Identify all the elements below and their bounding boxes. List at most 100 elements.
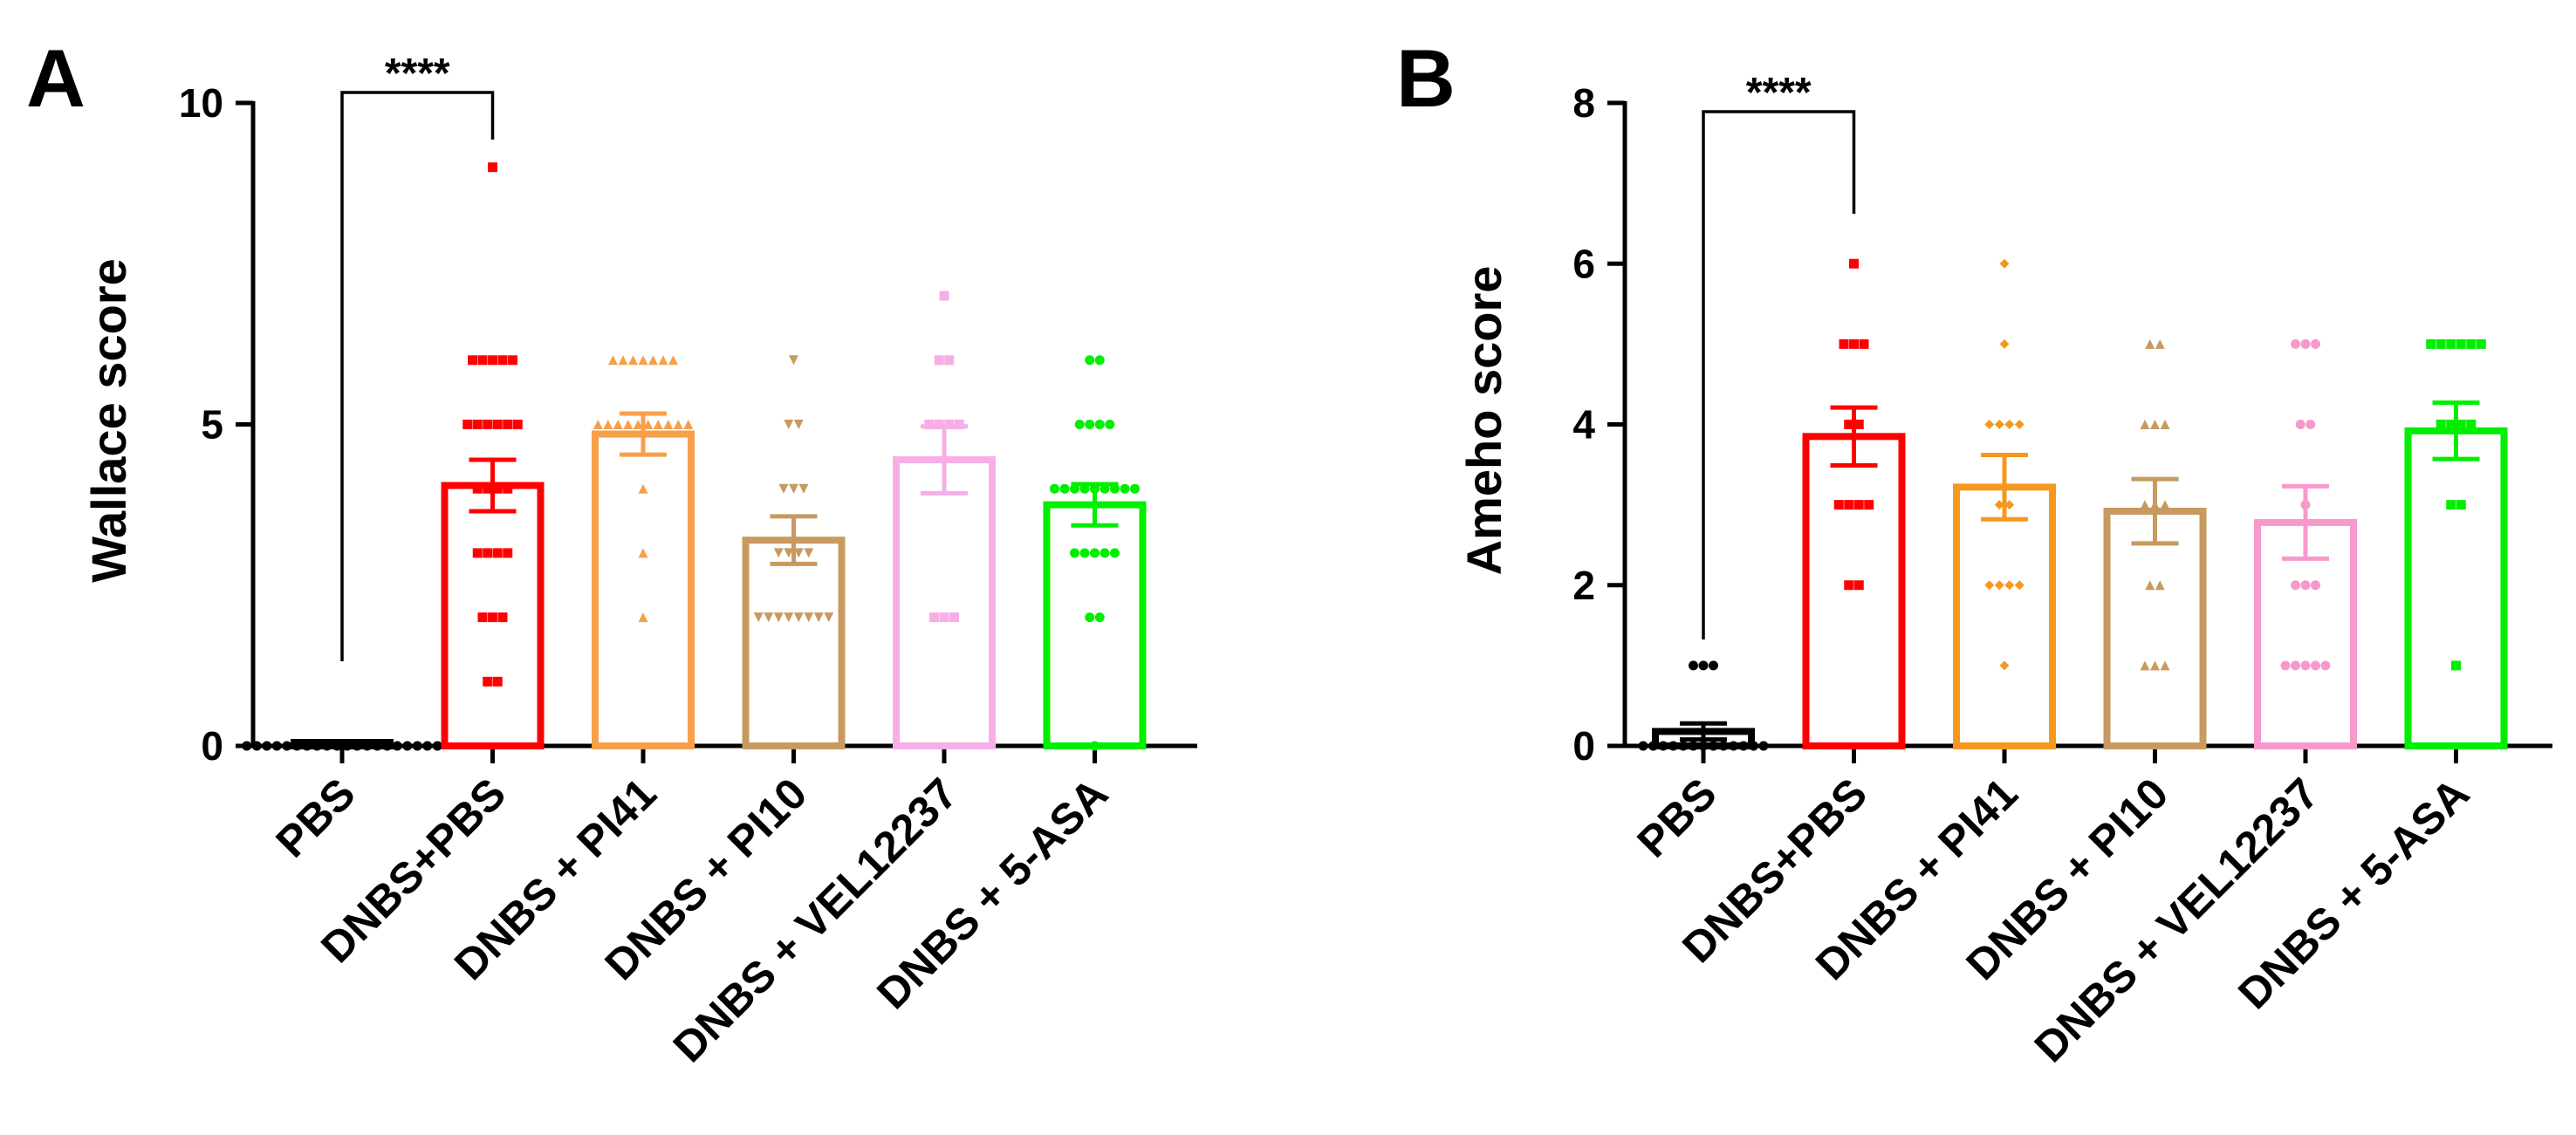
data-point <box>392 741 402 751</box>
data-point <box>638 483 648 494</box>
data-point <box>1833 500 1844 510</box>
data-point <box>2160 660 2170 671</box>
data-point <box>2155 338 2165 349</box>
data-point <box>503 420 513 429</box>
data-point <box>1999 338 2010 349</box>
data-point <box>793 420 804 429</box>
data-point <box>929 612 939 623</box>
data-point <box>483 676 493 687</box>
data-point <box>483 420 493 429</box>
data-point <box>2145 580 2155 591</box>
data-point <box>773 612 784 623</box>
data-point <box>1853 420 1864 429</box>
data-point <box>638 612 648 623</box>
data-point <box>668 355 678 366</box>
data-point <box>2466 420 2477 429</box>
data-point <box>663 420 674 429</box>
data-point <box>332 741 342 751</box>
data-point <box>648 355 658 366</box>
data-point <box>633 420 643 429</box>
y-axis-title-b: Ameho score <box>1456 266 1511 576</box>
data-point <box>2004 500 2015 510</box>
data-point <box>402 741 413 751</box>
data-point <box>764 612 774 623</box>
data-point <box>2014 420 2024 429</box>
data-point <box>683 420 694 429</box>
data-point <box>1110 548 1120 558</box>
data-point <box>1090 483 1100 494</box>
data-point <box>282 741 292 751</box>
data-point <box>1729 741 1738 751</box>
data-point <box>342 741 353 751</box>
data-point <box>824 612 834 623</box>
data-point <box>382 741 393 751</box>
y-tick-label: 4 <box>1572 402 1595 448</box>
data-point <box>503 548 513 558</box>
data-point <box>472 483 483 494</box>
data-point <box>2150 660 2160 671</box>
data-point <box>2291 338 2300 349</box>
data-point <box>2426 338 2436 349</box>
data-point <box>497 355 508 366</box>
data-point <box>322 741 332 751</box>
data-point <box>1999 258 2010 269</box>
data-point <box>2446 500 2456 510</box>
data-point <box>2150 500 2160 510</box>
data-point <box>1100 483 1110 494</box>
data-point <box>1749 741 1758 751</box>
data-point <box>492 548 503 558</box>
data-point <box>1090 548 1100 558</box>
data-point <box>412 741 422 751</box>
data-point <box>1859 338 1869 349</box>
data-point <box>789 355 798 366</box>
data-point <box>372 741 382 751</box>
data-point <box>1090 741 1100 751</box>
data-point <box>352 741 362 751</box>
data-point <box>924 420 935 429</box>
data-point <box>2150 420 2160 429</box>
data-point <box>804 612 814 623</box>
data-point <box>291 741 302 751</box>
data-point <box>2466 338 2477 349</box>
data-point <box>2456 500 2466 510</box>
data-point <box>1070 548 1079 558</box>
significance-bracket <box>1702 110 1856 639</box>
data-point <box>1094 612 1105 623</box>
data-point <box>508 355 517 366</box>
y-tick-label: 5 <box>201 402 223 448</box>
data-point <box>1849 258 1859 269</box>
data-point <box>1079 548 1090 558</box>
data-point <box>312 741 322 751</box>
data-point <box>2280 660 2291 671</box>
data-point <box>1085 355 1095 366</box>
data-point <box>477 612 488 623</box>
data-point <box>2456 338 2466 349</box>
data-point <box>944 420 955 429</box>
data-point <box>2160 420 2170 429</box>
data-point <box>503 483 513 494</box>
data-point <box>1758 741 1769 751</box>
data-point <box>643 420 654 429</box>
data-point <box>2295 420 2305 429</box>
data-point <box>488 612 497 623</box>
data-point <box>1074 420 1085 429</box>
data-point <box>2436 420 2446 429</box>
data-point <box>789 483 798 494</box>
data-point <box>1709 660 1718 671</box>
data-point <box>638 355 648 366</box>
data-point <box>798 483 809 494</box>
data-point <box>1738 741 1749 751</box>
data-point <box>603 420 613 429</box>
data-point <box>613 420 623 429</box>
y-tick-label: 6 <box>1572 241 1595 286</box>
data-point <box>492 483 503 494</box>
data-point <box>2320 660 2331 671</box>
data-point <box>934 420 944 429</box>
data-point <box>939 291 949 301</box>
data-point <box>2456 420 2466 429</box>
data-point <box>2300 580 2311 591</box>
data-point <box>1999 660 2010 671</box>
data-point <box>422 741 433 751</box>
